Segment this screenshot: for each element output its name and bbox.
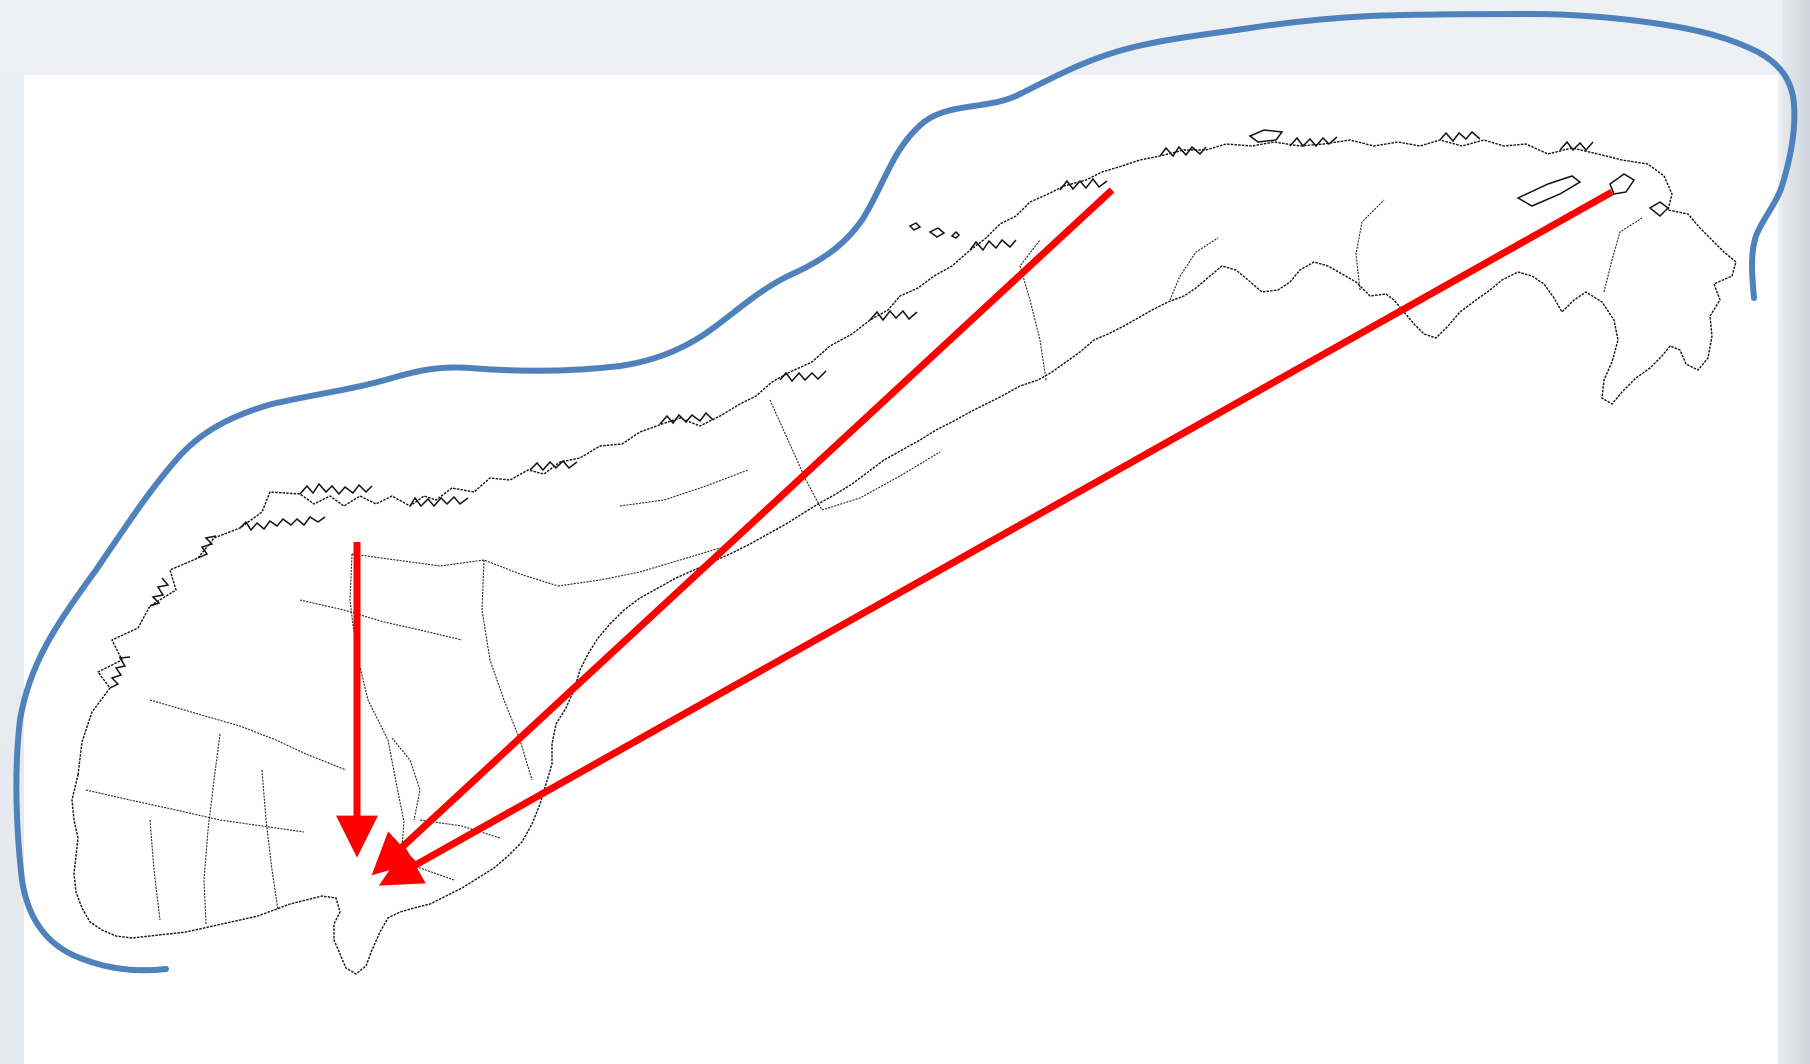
map-panel — [24, 75, 1778, 1064]
arrow-from-far-northeast — [378, 188, 1614, 886]
islands — [908, 129, 1670, 239]
arrow-from-central-north-coast — [371, 187, 1115, 876]
country-outline — [71, 139, 1737, 975]
coast-detail — [109, 130, 1594, 689]
sea-boundary-line — [13, 11, 1798, 974]
arrow-layer — [336, 187, 1614, 886]
county-borders — [85, 199, 1643, 925]
